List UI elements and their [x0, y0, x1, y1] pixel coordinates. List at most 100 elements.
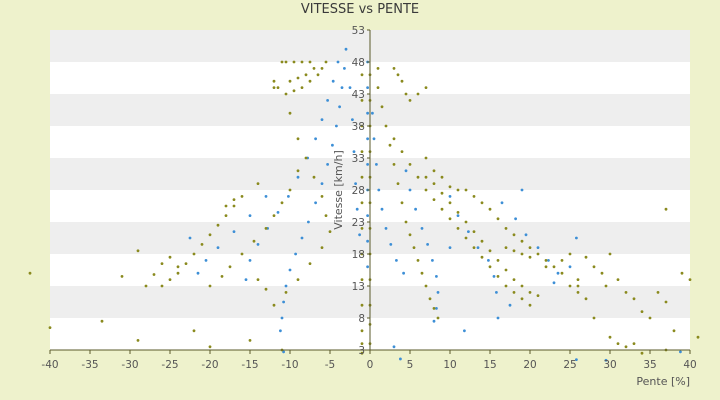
data-point	[296, 169, 300, 173]
data-point	[496, 259, 500, 262]
data-point	[448, 201, 452, 205]
x-tick-label: 40	[683, 359, 696, 371]
data-point	[640, 351, 644, 355]
data-point	[320, 182, 324, 186]
data-point	[552, 265, 556, 269]
data-point	[428, 297, 432, 301]
data-point	[326, 99, 329, 102]
data-point	[282, 300, 285, 304]
data-point	[679, 350, 682, 354]
data-point	[324, 60, 328, 64]
data-point	[487, 259, 490, 262]
data-point	[279, 329, 282, 333]
data-point	[456, 211, 460, 214]
data-point	[408, 188, 412, 192]
y-tick-label: 43	[352, 89, 365, 101]
data-point	[504, 246, 508, 250]
data-point	[372, 137, 376, 141]
data-point	[384, 227, 388, 230]
data-point	[216, 223, 220, 227]
x-tick-label: 10	[443, 359, 456, 371]
data-point	[492, 275, 496, 278]
x-tick-label: -25	[161, 359, 178, 371]
x-tick-label: 25	[563, 359, 576, 371]
data-point	[320, 67, 324, 70]
data-point	[408, 233, 412, 237]
data-point	[284, 92, 288, 96]
data-point	[248, 339, 252, 342]
data-point	[688, 278, 692, 281]
data-point	[488, 249, 492, 253]
data-point	[504, 284, 508, 288]
data-point	[608, 252, 612, 256]
y-axis-label: Vitesse [km/h]	[332, 150, 345, 230]
data-point	[360, 150, 364, 154]
data-point	[288, 188, 292, 192]
y-tick-label: 18	[352, 249, 365, 261]
x-tick-labels: -40 -35 -30 -25 -20 -15 -10 -5 0 5 10 15 20 25 30 35 40	[41, 350, 697, 371]
data-point	[435, 275, 438, 278]
data-point	[328, 230, 332, 234]
data-point	[514, 217, 517, 221]
data-point	[576, 278, 580, 281]
data-point	[456, 214, 460, 218]
data-point	[536, 246, 540, 250]
data-point	[355, 207, 359, 211]
x-tick-label: 20	[523, 359, 536, 371]
data-point	[280, 201, 284, 205]
data-point	[360, 351, 364, 355]
data-point	[220, 275, 224, 278]
data-point	[272, 214, 276, 218]
data-point	[436, 316, 440, 320]
data-point	[496, 316, 500, 320]
data-point	[528, 246, 532, 250]
data-point	[248, 259, 252, 262]
data-point	[448, 217, 452, 221]
x-tick-label: -15	[241, 359, 258, 371]
data-point	[536, 294, 540, 297]
data-point	[296, 278, 300, 281]
data-point	[592, 265, 596, 269]
data-point	[440, 191, 444, 195]
data-point	[395, 259, 398, 262]
data-point	[252, 239, 256, 243]
y-tick-label: 8	[358, 313, 365, 325]
data-point	[672, 329, 676, 333]
data-points	[28, 47, 700, 362]
data-point	[608, 335, 612, 339]
data-point	[440, 207, 444, 211]
data-point	[240, 252, 244, 256]
data-point	[464, 220, 468, 224]
data-point	[480, 255, 484, 259]
data-point	[276, 86, 280, 89]
data-point	[360, 99, 364, 102]
data-point	[656, 291, 660, 294]
data-point	[284, 60, 288, 64]
data-point	[448, 185, 452, 189]
data-point	[360, 329, 364, 333]
data-point	[256, 243, 260, 246]
data-point	[556, 271, 560, 275]
data-point	[287, 195, 290, 198]
data-point	[496, 217, 500, 221]
data-point	[314, 201, 317, 205]
data-point	[420, 227, 424, 230]
data-point	[456, 227, 460, 230]
data-point	[416, 259, 420, 262]
data-point	[524, 233, 528, 237]
data-point	[568, 284, 572, 288]
data-point	[528, 303, 532, 307]
data-point	[288, 111, 292, 115]
data-point	[366, 163, 369, 166]
data-point	[366, 86, 369, 89]
data-point	[300, 86, 304, 89]
data-point	[512, 291, 516, 294]
data-point	[296, 175, 300, 179]
data-point	[352, 150, 356, 154]
data-point	[575, 236, 578, 240]
data-point	[48, 326, 52, 329]
data-point	[480, 239, 484, 243]
data-point	[376, 67, 380, 70]
data-point	[296, 137, 300, 141]
data-point	[232, 204, 236, 208]
